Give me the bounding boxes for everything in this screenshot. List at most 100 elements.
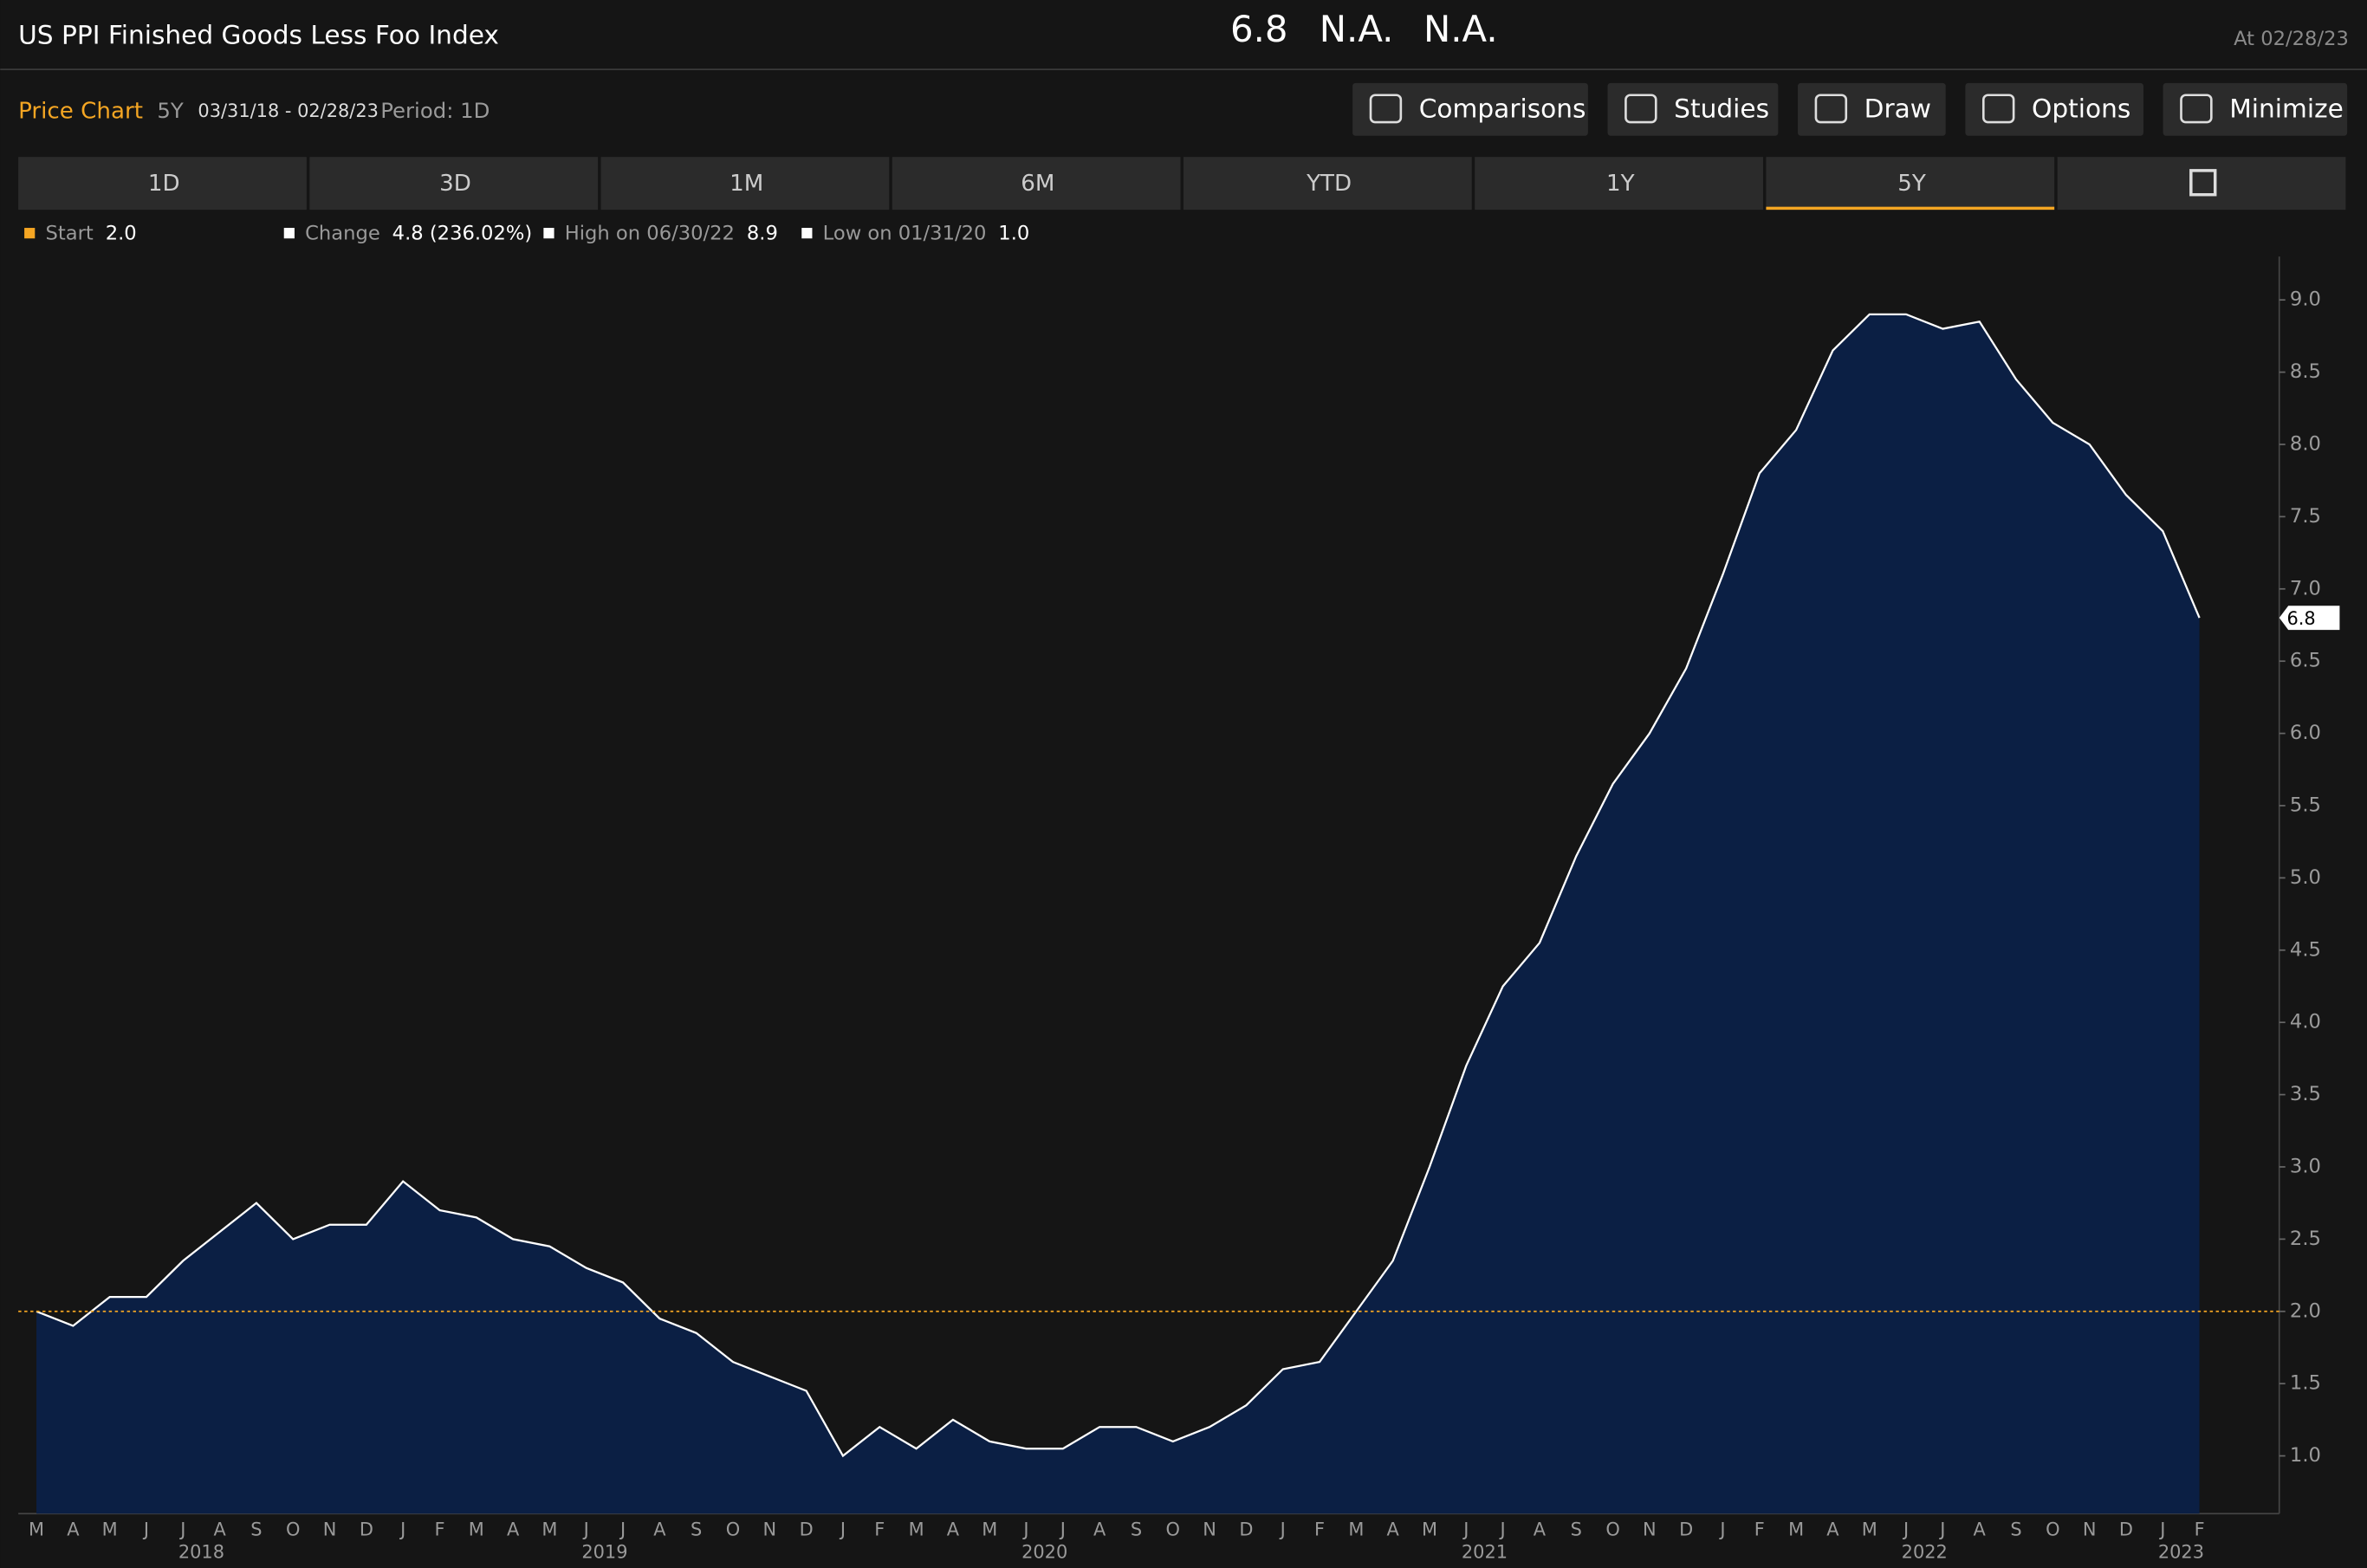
x-tick-label: J [1938,1519,1945,1539]
range-tab[interactable] [309,157,599,211]
button-icon [2180,94,2213,124]
x-tick-label: M [469,1519,484,1539]
area-fill [36,314,2200,1514]
x-tick-label: O [726,1519,740,1539]
toolbar-button[interactable] [1352,82,1588,136]
range-tab[interactable] [1766,157,2055,211]
x-tick-label: A [67,1519,80,1539]
x-tick-label: D [800,1519,814,1539]
x-tick-label: N [763,1519,777,1539]
legend-label: High on 06/30/22 [565,223,735,245]
x-year-label: 2019 [581,1542,627,1563]
x-tick-label: D [1679,1519,1693,1539]
x-tick-label: F [2195,1519,2205,1539]
y-tick-label: 1.0 [2290,1444,2321,1467]
x-tick-label: F [434,1519,444,1539]
x-tick-label: J [2158,1519,2165,1539]
tab-label: 1M [730,171,763,197]
legend-value: 8.9 [747,223,778,245]
y-tick-label: 7.0 [2290,577,2321,599]
x-tick-label: O [2046,1519,2059,1539]
x-tick-label: M [1788,1519,1804,1539]
x-tick-label: A [653,1519,666,1539]
button-label: Minimize [2229,94,2344,124]
x-tick-label: F [1754,1519,1765,1539]
button-icon [1369,94,1403,124]
range-label: 5Y [157,98,184,123]
price-chart-label: Price Chart [18,98,143,124]
x-tick-label: D [2119,1519,2133,1539]
y-tick-label: 1.5 [2290,1372,2321,1395]
x-year-label: 2021 [1462,1542,1508,1563]
x-tick-label: M [29,1519,44,1539]
x-tick-label: M [909,1519,924,1539]
x-tick-label: M [541,1519,557,1539]
x-year-label: 2023 [2158,1542,2204,1563]
x-tick-label: D [360,1519,373,1539]
legend-value: 4.8 (236.02%) [392,223,533,245]
y-tick-label: 2.5 [2290,1228,2321,1250]
range-tab[interactable] [18,157,307,211]
range-tab[interactable] [2057,157,2346,211]
x-tick-label: F [1314,1519,1325,1539]
x-tick-label: J [1462,1519,1469,1539]
x-tick-label: J [1499,1519,1506,1539]
x-tick-label: A [507,1519,520,1539]
range-tab[interactable] [892,157,1181,211]
active-tab-indicator [1766,206,2055,211]
last-value-label: 6.8 [2286,608,2315,629]
x-tick-label: A [1974,1519,1987,1539]
net-change: N.A. [1320,8,1394,50]
button-label: Options [2032,94,2130,124]
tab-label: 3D [439,171,471,197]
legend-swatch [543,228,554,239]
x-tick-label: N [323,1519,337,1539]
x-tick-label: A [947,1519,960,1539]
x-tick-label: N [1203,1519,1216,1539]
x-tick-label: J [1021,1519,1028,1539]
button-label: Studies [1674,94,1769,124]
x-tick-label: S [1571,1519,1582,1539]
x-tick-label: M [1422,1519,1437,1539]
x-tick-label: A [213,1519,226,1539]
x-tick-label: J [619,1519,626,1539]
as-of: At 02/28/23 [2234,28,2349,50]
button-icon [1624,94,1657,124]
y-tick-label: 8.0 [2290,432,2321,455]
range-tab[interactable] [1184,157,1472,211]
x-tick-label: M [1348,1519,1364,1539]
legend-label: Change [305,223,380,245]
x-tick-label: O [1605,1519,1619,1539]
legend-value: 1.0 [998,223,1029,245]
x-tick-label: O [286,1519,300,1539]
x-tick-label: J [1279,1519,1286,1539]
y-tick-label: 7.5 [2290,505,2321,528]
x-tick-label: J [142,1519,149,1539]
legend-label: Start [45,223,93,245]
y-tick-label: 6.0 [2290,722,2321,744]
legend-value: 2.0 [106,223,137,245]
x-tick-label: J [178,1519,185,1539]
y-tick-label: 3.5 [2290,1083,2321,1105]
x-tick-label: J [1059,1519,1066,1539]
legend-swatch [24,228,36,239]
tab-label: 5Y [1897,171,1927,197]
security-title: US PPI Finished Goods Less Foo Index [18,20,499,49]
x-tick-label: F [874,1519,885,1539]
y-tick-label: 4.5 [2290,938,2321,961]
range-tab[interactable] [600,157,890,211]
range-tab[interactable] [1475,157,1763,211]
button-icon [1981,94,2015,124]
y-tick-label: 3.0 [2290,1155,2321,1177]
x-tick-label: M [982,1519,997,1539]
last-price: 6.8 [1230,8,1287,50]
date-range: 03/31/18 - 02/28/23 [198,100,378,121]
pct-change: N.A. [1423,8,1498,50]
y-tick-label: 9.0 [2290,288,2321,311]
legend-swatch [801,228,813,239]
button-label: Draw [1864,94,1931,124]
x-tick-label: S [250,1519,262,1539]
period: Period: 1D [380,98,490,123]
y-tick-label: 6.5 [2290,650,2321,672]
